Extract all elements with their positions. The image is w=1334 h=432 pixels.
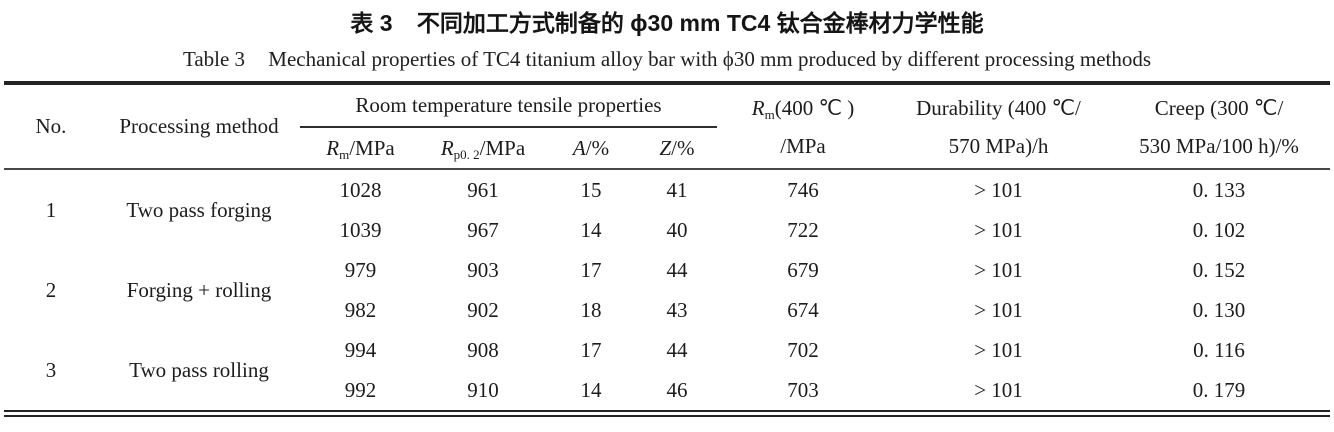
value-cell: 0. 116 (1193, 337, 1245, 362)
value-cell: 0. 102 (1192, 217, 1246, 242)
rm400-condition: (400 ℃ ) (774, 95, 855, 120)
col-header-a-percent: A/% (545, 127, 637, 169)
rm-subscript: m (339, 146, 350, 162)
value-cell: 910 (467, 377, 499, 402)
col-header-durability: Durability (400 ℃/ 570 MPa)/h (889, 83, 1108, 169)
table-caption-en: Mechanical properties of TC4 titanium al… (268, 47, 1152, 71)
rm-symbol: R (326, 135, 340, 160)
no-cell: 3 (45, 357, 57, 382)
value-cell: 967 (467, 217, 499, 242)
value-cell: 703 (787, 377, 819, 402)
value-cell: 982 (344, 297, 377, 322)
col-header-durability-line1: Durability (400 ℃/ (916, 95, 1081, 120)
value-cell: 18 (580, 297, 602, 322)
value-cell: 17 (580, 337, 602, 362)
col-header-rm400-line1: Rm(400 ℃ ) (717, 89, 889, 127)
value-cell: 908 (467, 337, 499, 362)
value-cell: > 101 (974, 297, 1023, 322)
col-header-durability-line2: 570 MPa)/h (948, 133, 1049, 158)
z-symbol: Z (659, 135, 672, 160)
value-cell: 0. 152 (1192, 257, 1246, 282)
value-cell: 903 (467, 257, 499, 282)
no-cell: 2 (45, 277, 57, 302)
table-number-zh: 表 3 (350, 10, 393, 36)
value-cell: 1028 (299, 168, 421, 210)
value-cell: 43 (666, 297, 688, 322)
value-cell: > 101 (974, 377, 1023, 402)
value-cell: 17 (580, 257, 602, 282)
table-row: 992 910 14 46 703 > 101 0. 179 (4, 370, 1330, 414)
table-row: 1039 967 14 40 722 > 101 0. 102 (4, 210, 1330, 250)
value-cell: 44 (666, 337, 688, 362)
col-header-creep-line1: Creep (300 ℃/ (1154, 95, 1284, 120)
table-title-en: Table 3 Mechanical properties of TC4 tit… (0, 46, 1334, 72)
a-unit: /% (585, 135, 610, 160)
value-cell: 902 (467, 297, 499, 322)
value-cell: 14 (580, 217, 602, 242)
rm-unit: /MPa (349, 135, 395, 160)
method-cell: Two pass rolling (129, 357, 269, 382)
table-row: 982 902 18 43 674 > 101 0. 130 (4, 290, 1330, 330)
table-row: 3 Two pass rolling 994 908 17 44 702 > 1… (4, 330, 1330, 382)
col-header-creep-line2: 530 MPa/100 h)/% (1139, 133, 1299, 158)
col-header-rp02-mpa: Rp0. 2/MPa (421, 127, 545, 169)
rp02-symbol: R (440, 135, 454, 160)
header-row-sub: Rm/MPa Rp0. 2/MPa A/% Z/% (4, 127, 1330, 169)
rp02-subscript: p0. 2 (453, 146, 480, 162)
value-cell: 992 (344, 377, 377, 402)
col-header-rm400-line2: /MPa (780, 133, 826, 158)
value-cell: 41 (636, 168, 718, 210)
value-cell: 1039 (339, 217, 382, 242)
value-cell: 0. 130 (1192, 297, 1246, 322)
col-header-z-percent: Z/% (637, 127, 717, 169)
value-cell: 994 (344, 337, 377, 362)
value-cell: > 101 (974, 257, 1023, 282)
rm-subscript: m (764, 106, 775, 122)
value-cell: 746 (717, 168, 890, 210)
value-cell: > 101 (974, 217, 1023, 242)
table-caption-zh: 不同加工方式制备的 ϕ30 mm TC4 钛合金棒材力学性能 (416, 10, 984, 36)
value-cell: 44 (666, 257, 688, 282)
table-title-zh: 表 3 不同加工方式制备的 ϕ30 mm TC4 钛合金棒材力学性能 (0, 0, 1334, 37)
value-cell: 674 (787, 297, 819, 322)
method-cell: Forging + rolling (126, 277, 272, 302)
value-cell: 961 (420, 168, 545, 210)
table-row: 1 Two pass forging 1028 961 15 41 746 > … (3, 168, 1331, 250)
col-group-tensile: Room temperature tensile properties (299, 83, 718, 128)
method-cell: Two pass forging (97, 168, 300, 250)
col-header-no: No. (35, 114, 67, 138)
table-row: 2 Forging + rolling 979 903 17 44 679 > … (4, 250, 1330, 302)
col-header-rm400: Rm(400 ℃ ) /MPa (717, 83, 889, 169)
value-cell: 722 (787, 217, 819, 242)
header-row-group: No. Processing method Room temperature t… (4, 83, 1330, 158)
rp02-unit: /MPa (479, 135, 526, 160)
col-header-creep: Creep (300 ℃/ 530 MPa/100 h)/% (1108, 83, 1330, 169)
value-cell: 0. 179 (1192, 377, 1246, 402)
value-cell: 679 (787, 257, 819, 282)
z-unit: /% (671, 135, 695, 160)
value-cell: 46 (666, 377, 688, 402)
value-cell: 14 (580, 377, 602, 402)
value-cell: 702 (787, 337, 819, 362)
value-cell: 40 (666, 217, 688, 242)
value-cell: 979 (344, 257, 377, 282)
col-header-method: Processing method (119, 114, 279, 138)
col-header-rm-mpa: Rm/MPa (300, 127, 421, 169)
value-cell: 15 (544, 168, 637, 210)
value-cell: 0. 133 (1108, 168, 1331, 210)
a-symbol: A (572, 135, 586, 160)
no-cell: 1 (3, 168, 98, 250)
mechanical-properties-table: No. Processing method Room temperature t… (3, 81, 1331, 417)
value-cell: > 101 (889, 168, 1109, 210)
rm-symbol: R (751, 95, 765, 120)
value-cell: > 101 (974, 337, 1023, 362)
table-number-en: Table 3 (182, 47, 246, 71)
